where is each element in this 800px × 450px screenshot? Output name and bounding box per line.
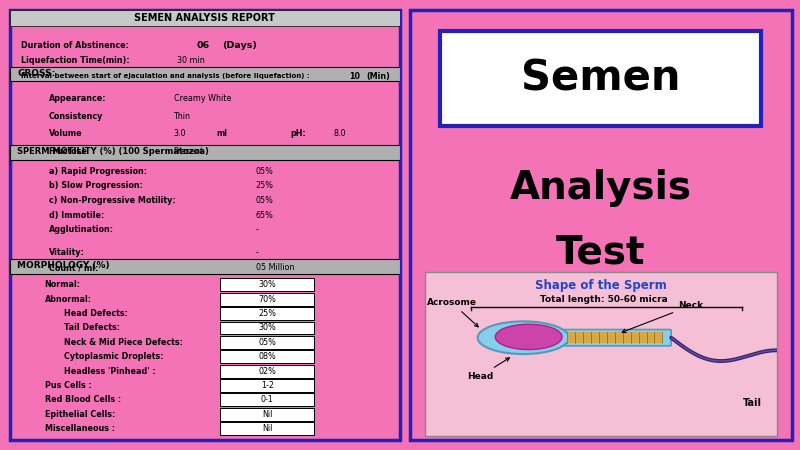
Text: a) Rapid Progression:: a) Rapid Progression: — [49, 166, 146, 176]
Ellipse shape — [495, 324, 562, 350]
Text: ml: ml — [217, 130, 227, 139]
Text: Head Defects:: Head Defects: — [64, 309, 128, 318]
Text: SPERM MOTILITY (%) (100 Spermatozoa): SPERM MOTILITY (%) (100 Spermatozoa) — [18, 147, 210, 156]
Text: Shape of the Sperm: Shape of the Sperm — [535, 279, 666, 292]
Text: Cytoplasmic Droplets:: Cytoplasmic Droplets: — [64, 352, 164, 361]
Text: (Min): (Min) — [367, 72, 390, 81]
Text: -: - — [255, 248, 258, 257]
Text: 02%: 02% — [258, 367, 276, 376]
FancyBboxPatch shape — [221, 336, 314, 349]
FancyBboxPatch shape — [440, 32, 762, 126]
Text: Count / ml:: Count / ml: — [49, 263, 98, 272]
Text: 10: 10 — [350, 72, 360, 81]
Text: Epithelial Cells:: Epithelial Cells: — [45, 410, 115, 419]
FancyBboxPatch shape — [10, 10, 400, 26]
Text: 25%: 25% — [258, 309, 276, 318]
Text: Headless 'Pinhead' :: Headless 'Pinhead' : — [64, 367, 156, 376]
Text: Creamy White: Creamy White — [174, 94, 231, 104]
FancyBboxPatch shape — [221, 408, 314, 421]
Text: 0-1: 0-1 — [261, 396, 274, 405]
Text: 30 min: 30 min — [178, 56, 206, 65]
Text: Tail: Tail — [742, 398, 762, 408]
FancyBboxPatch shape — [221, 350, 314, 363]
Text: b) Slow Progression:: b) Slow Progression: — [49, 181, 142, 190]
Text: 1-2: 1-2 — [261, 381, 274, 390]
FancyBboxPatch shape — [221, 364, 314, 378]
FancyBboxPatch shape — [221, 293, 314, 306]
Text: Neck: Neck — [622, 302, 703, 333]
Text: GROSS:: GROSS: — [18, 68, 56, 77]
Text: 05%: 05% — [258, 338, 276, 347]
FancyBboxPatch shape — [221, 279, 314, 291]
Text: Thin: Thin — [174, 112, 190, 121]
Text: (Days): (Days) — [222, 40, 258, 50]
Text: Liquefaction Time(min):: Liquefaction Time(min): — [22, 56, 130, 65]
Text: 3.0: 3.0 — [174, 130, 186, 139]
Text: pH:: pH: — [290, 130, 306, 139]
Text: 05%: 05% — [255, 196, 274, 205]
Text: d) Immotile:: d) Immotile: — [49, 211, 104, 220]
Ellipse shape — [478, 321, 569, 354]
FancyBboxPatch shape — [221, 393, 314, 406]
FancyBboxPatch shape — [10, 145, 400, 160]
Text: Red Blood Cells :: Red Blood Cells : — [45, 396, 121, 405]
Text: 06: 06 — [197, 40, 210, 50]
Text: Appearance:: Appearance: — [49, 94, 106, 104]
Text: Normal:: Normal: — [45, 280, 81, 289]
Text: Abnormal:: Abnormal: — [45, 295, 92, 304]
Text: Pus Cells :: Pus Cells : — [45, 381, 91, 390]
FancyBboxPatch shape — [10, 259, 400, 274]
Text: Consistency: Consistency — [49, 112, 103, 121]
Text: Fructose: Fructose — [49, 147, 87, 156]
Text: Total length: 50-60 micra: Total length: 50-60 micra — [541, 295, 668, 304]
Text: 08%: 08% — [258, 352, 276, 361]
Text: SEMEN ANALYSIS REPORT: SEMEN ANALYSIS REPORT — [134, 13, 275, 23]
FancyBboxPatch shape — [221, 321, 314, 334]
Text: c) Non-Progressive Motility:: c) Non-Progressive Motility: — [49, 196, 175, 205]
FancyBboxPatch shape — [221, 379, 314, 392]
Text: Nil: Nil — [262, 424, 273, 433]
Text: Present: Present — [174, 147, 204, 156]
Text: -: - — [255, 225, 258, 234]
FancyBboxPatch shape — [567, 332, 662, 343]
Text: Volume: Volume — [49, 130, 82, 139]
Text: Nil: Nil — [262, 410, 273, 419]
Text: Interval between start of ejaculation and analysis (before liquefaction) :: Interval between start of ejaculation an… — [22, 73, 310, 79]
Text: 30%: 30% — [258, 280, 276, 289]
Text: Semen: Semen — [521, 58, 681, 100]
Text: Vitality:: Vitality: — [49, 248, 85, 257]
FancyBboxPatch shape — [221, 307, 314, 320]
Text: 05 Million: 05 Million — [255, 263, 294, 272]
Text: Acrosome: Acrosome — [426, 298, 478, 327]
Text: Head: Head — [467, 358, 510, 381]
Text: Miscellaneous :: Miscellaneous : — [45, 424, 114, 433]
Text: Test: Test — [556, 234, 646, 272]
Text: Duration of Abstinence:: Duration of Abstinence: — [22, 40, 129, 50]
FancyBboxPatch shape — [425, 272, 777, 436]
Text: 05%: 05% — [255, 166, 274, 176]
Text: MORPHOLOGY (%): MORPHOLOGY (%) — [18, 261, 110, 270]
Text: 65%: 65% — [255, 211, 274, 220]
Text: 70%: 70% — [258, 295, 276, 304]
Text: 30%: 30% — [258, 324, 276, 333]
Text: Analysis: Analysis — [510, 170, 692, 207]
Text: 25%: 25% — [255, 181, 274, 190]
Text: 8.0: 8.0 — [334, 130, 346, 139]
Text: Neck & Mid Piece Defects:: Neck & Mid Piece Defects: — [64, 338, 183, 347]
FancyBboxPatch shape — [221, 422, 314, 435]
FancyBboxPatch shape — [10, 67, 400, 81]
Text: Tail Defects:: Tail Defects: — [64, 324, 120, 333]
Text: Agglutination:: Agglutination: — [49, 225, 114, 234]
FancyBboxPatch shape — [564, 329, 671, 346]
